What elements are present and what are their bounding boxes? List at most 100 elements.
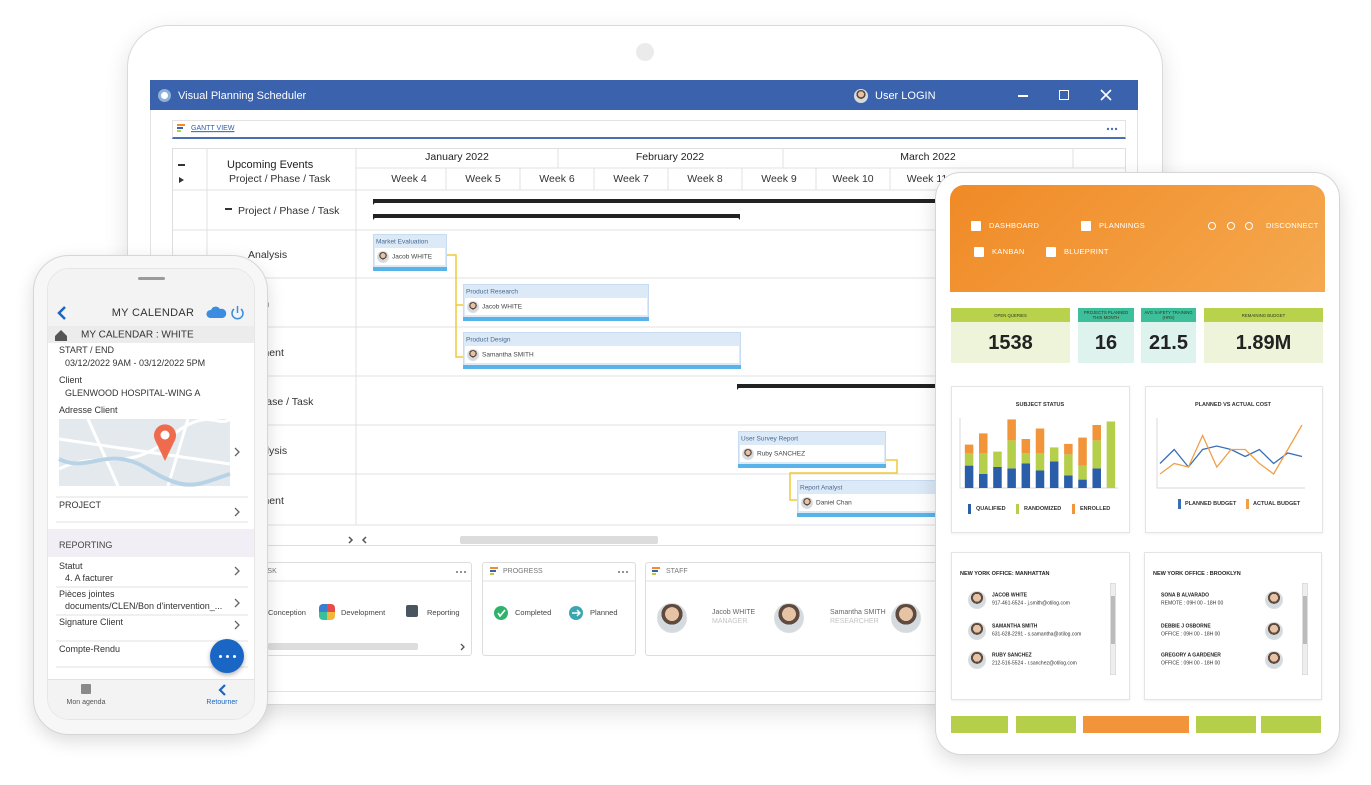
task-person: Ruby SANCHEZ: [757, 450, 806, 458]
task-person: Jacob WHITE: [482, 303, 523, 311]
footer-tile: [1196, 716, 1256, 733]
office-title: NEW YORK OFFICE: MANHATTAN: [960, 570, 1050, 577]
kpi-header: [1078, 308, 1134, 322]
task-progress: [463, 317, 649, 321]
window-title: Visual Planning Scheduler: [178, 89, 307, 102]
kpi-header: [1141, 308, 1196, 322]
kpi-header: [1204, 308, 1323, 322]
avatar: [377, 251, 389, 263]
avatar: [968, 651, 986, 669]
nav-item: KANBAN: [992, 246, 1025, 256]
task-person: Samantha SMITH: [482, 351, 534, 359]
kpi-label: REMAINING BUDGET: [1241, 312, 1286, 318]
chevron: [234, 598, 240, 608]
week-label: Week 6: [539, 173, 575, 186]
nav-item: BLUEPRINT: [1064, 246, 1109, 256]
footer-tile: [951, 716, 1008, 733]
tab-icon: [177, 130, 181, 132]
footer-tile: [1261, 716, 1321, 733]
avatar: [968, 591, 986, 609]
month-label: February 2022: [635, 151, 705, 164]
kpi-label: PROJECTS PLANNED THIS MONTH: [1083, 310, 1129, 320]
task-body: [465, 346, 739, 363]
row-label: Analysis: [248, 249, 288, 262]
app-logo: [158, 89, 171, 102]
avatar: [742, 448, 754, 460]
legend-swatch: [1072, 504, 1075, 514]
section-band: [48, 529, 254, 557]
kpi-header: [951, 308, 1070, 322]
legend-swatch: [1178, 499, 1181, 509]
header-icon: [1208, 222, 1216, 230]
task-body: [465, 298, 647, 315]
avatar: [774, 603, 804, 633]
person-detail: 631-628-2291 - s.samantha@otilog.com: [992, 631, 1082, 638]
task-title: Product Design: [466, 336, 511, 344]
task-title: Product Research: [466, 288, 519, 296]
legend-label: ACTUAL BUDGET: [1253, 500, 1301, 507]
field-label: Adresse Client: [59, 405, 118, 416]
legend-swatch: [1246, 499, 1249, 509]
staff-role: MANAGER: [712, 618, 748, 626]
week-label: Week 7: [613, 173, 649, 186]
field-label: Compte-Rendu: [59, 644, 121, 655]
avatar: [891, 603, 921, 633]
nav-item: PLANNINGS: [1099, 220, 1146, 230]
panel-icon: [490, 570, 496, 572]
person-name: SAMANTHA SMITH: [992, 623, 1038, 630]
staff-role: RESEARCHER: [830, 618, 879, 626]
week-label: Week 4: [391, 173, 427, 186]
icon: [81, 684, 91, 694]
legend-label: RANDOMIZED: [1024, 505, 1062, 512]
staff-name: Jacob WHITE: [712, 609, 756, 617]
task-body: [740, 445, 884, 462]
dashboard-header: [950, 185, 1325, 292]
planned-icon: [569, 606, 583, 620]
field-value: GLENWOOD HOSPITAL-WING A: [65, 388, 201, 399]
field-value: documents/CLEN/Bon d'intervention_...: [65, 601, 223, 612]
panel-icon: [652, 573, 656, 575]
task-title: Report Analyst: [800, 484, 843, 492]
user-name: User LOGIN: [875, 89, 936, 102]
maximize-button: [1059, 90, 1069, 100]
task-progress: [373, 267, 447, 271]
progress-item: Completed: [515, 607, 552, 617]
chart-card: [1145, 386, 1323, 533]
avatar: [1265, 622, 1283, 640]
footer-item: Retourner: [206, 699, 238, 707]
person-detail: 917-461-6524 - j.smith@otilog.com: [992, 600, 1070, 607]
avatar: [467, 349, 479, 361]
task-progress: [738, 464, 886, 468]
header-icon: [1245, 222, 1253, 230]
task-title: User Survey Report: [741, 435, 799, 443]
task-person: Daniel Chan: [816, 499, 852, 507]
avatar: [1265, 651, 1283, 669]
panel-icon: [652, 567, 660, 569]
avatar: [968, 622, 986, 640]
fab-dot: [232, 654, 236, 658]
person-detail: OFFICE : 09H 00 - 18H 00: [1161, 631, 1221, 638]
staff-name: Samantha SMITH: [830, 609, 886, 617]
notch: [138, 277, 165, 280]
kpi-label: AVG SAFETY TRAINING (HRS): [1144, 310, 1193, 320]
legend-label: ENROLLED: [1080, 505, 1111, 512]
phone-title: MY CALENDAR: [111, 306, 195, 319]
tab-label: GANTT VIEW: [191, 125, 235, 133]
avatar: [854, 89, 868, 103]
task-person: Jacob WHITE: [392, 253, 433, 261]
person-name: GREGORY A GARDENER: [1161, 652, 1221, 659]
chart-title: PLANNED VS ACTUAL COST: [1194, 401, 1272, 408]
nav-item: DISCONNECT: [1266, 220, 1319, 230]
legend-label: PLANNED BUDGET: [1185, 500, 1237, 507]
avatar: [1265, 591, 1283, 609]
completed-icon: [494, 606, 508, 620]
nav-item: DASHBOARD: [989, 220, 1040, 230]
avatar: [657, 603, 687, 633]
avatar: [801, 497, 813, 509]
person-detail: 212-516-5524 - r.sanchez@otilog.com: [992, 660, 1077, 667]
panel-icon: [652, 570, 658, 572]
row-label: Project / Phase / Task: [238, 205, 340, 218]
phone-screen: MY CALENDAR MY CALENDAR : WHITE START / EN…: [47, 268, 255, 720]
progress-item: Planned: [590, 607, 618, 617]
